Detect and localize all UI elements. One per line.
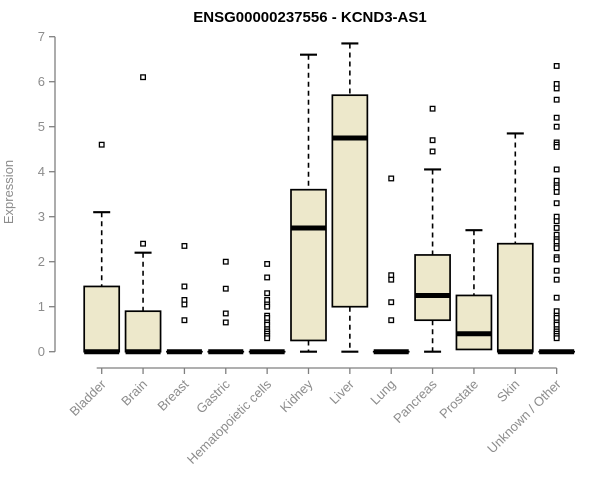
outlier-point: [553, 63, 560, 69]
y-tick-label: 2: [38, 254, 45, 269]
outlier-point: [553, 335, 560, 342]
outlier-point: [388, 276, 395, 283]
iqr-box: [83, 285, 121, 353]
outlier-point: [222, 285, 229, 292]
outlier-point: [553, 276, 560, 283]
outlier-point: [264, 290, 271, 297]
outlier-point: [429, 148, 436, 155]
outlier-point: [553, 267, 560, 274]
outlier-point: [553, 200, 560, 207]
outlier-point: [222, 258, 229, 265]
iqr-box: [331, 94, 369, 308]
y-axis: 0 1 2 3 4 5 6 7: [38, 29, 56, 359]
chart-title: ENSG00000237556 - KCND3-AS1: [193, 9, 426, 26]
iqr-box: [290, 188, 327, 342]
outlier-point: [553, 123, 560, 130]
y-axis-label: Expression: [1, 160, 16, 224]
box-hematopoietic-cells: [248, 260, 286, 355]
y-tick-label: 1: [38, 299, 45, 314]
y-tick-label: 7: [38, 29, 45, 44]
outlier-point: [553, 188, 560, 195]
outlier-point: [553, 96, 560, 103]
outlier-point: [222, 319, 229, 326]
outlier-point: [140, 74, 147, 81]
y-tick-label: 4: [38, 164, 45, 179]
box-breast: [166, 242, 203, 355]
outlier-point: [553, 166, 560, 173]
iqr-box: [124, 310, 162, 353]
outlier-point: [553, 245, 560, 252]
outlier-point: [264, 335, 271, 342]
outlier-point: [553, 218, 560, 225]
outlier-point: [388, 299, 395, 306]
outlier-point: [222, 310, 229, 317]
box-pancreas: [414, 105, 451, 353]
box-skin: [496, 132, 534, 355]
box-kidney: [290, 53, 327, 353]
outlier-point: [553, 85, 560, 92]
outlier-point: [181, 283, 188, 290]
y-tick-label: 3: [38, 209, 45, 224]
y-tick-label: 0: [38, 344, 45, 359]
iqr-box: [496, 242, 534, 353]
outlier-point: [553, 224, 560, 231]
outlier-point: [553, 143, 560, 150]
iqr-box: [455, 294, 493, 351]
outlier-point: [264, 274, 271, 281]
outlier-point: [181, 242, 188, 249]
y-tick-label: 6: [38, 74, 45, 89]
box-lung: [372, 175, 410, 355]
outlier-point: [181, 301, 188, 308]
box-prostate: [455, 229, 493, 351]
y-tick-label: 5: [38, 119, 45, 134]
outlier-point: [181, 317, 188, 324]
box-liver: [331, 42, 369, 353]
outlier-point: [553, 114, 560, 121]
outlier-point: [264, 303, 271, 310]
box-unknown-other: [538, 63, 576, 355]
outlier-point: [429, 137, 436, 144]
iqr-box: [414, 254, 451, 322]
outlier-point: [429, 105, 436, 112]
box-brain: [124, 74, 162, 355]
outlier-point: [553, 294, 560, 301]
box-gastric: [207, 258, 245, 355]
outlier-point: [140, 240, 147, 247]
outlier-point: [388, 175, 395, 182]
outlier-point: [388, 317, 395, 324]
box-bladder: [83, 141, 121, 355]
outlier-point: [264, 260, 271, 267]
outlier-point: [98, 141, 105, 148]
outlier-point: [553, 256, 560, 263]
